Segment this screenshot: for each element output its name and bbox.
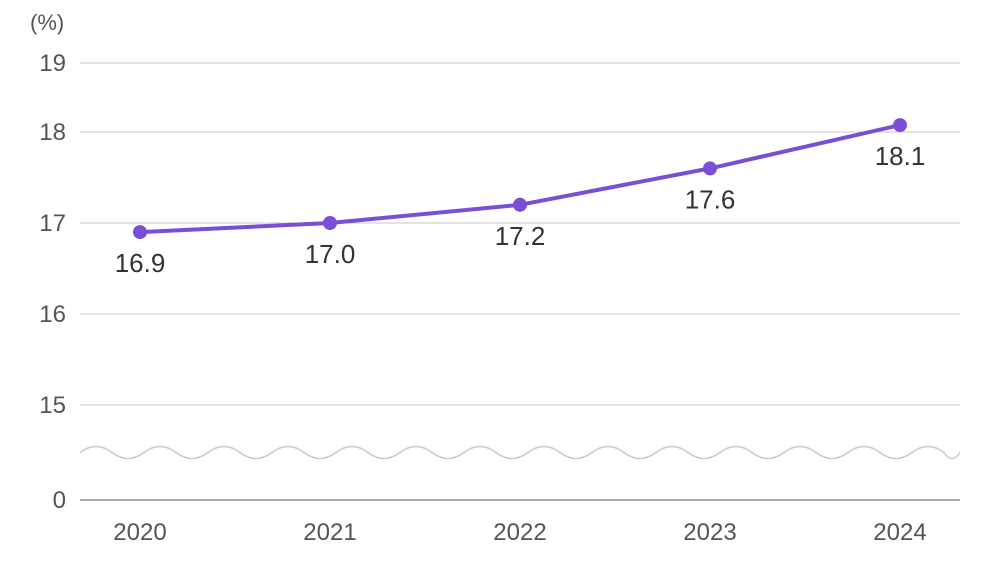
y-tick-label: 16 <box>39 301 66 328</box>
x-tick-label: 2022 <box>493 519 546 546</box>
series-line <box>140 125 900 232</box>
line-chart: (%) 0 15 16 17 18 19 2020 2021 2022 2023 2024 16.9 17… <box>0 0 986 574</box>
y-tick-label: 19 <box>39 50 66 77</box>
data-point <box>893 118 907 132</box>
y-tick-label: 0 <box>53 487 66 514</box>
data-point-label: 17.2 <box>495 221 546 251</box>
x-tick-label: 2020 <box>113 519 166 546</box>
data-point-label: 16.9 <box>115 248 166 278</box>
axis-break-wave <box>80 447 960 459</box>
data-point-label: 17.6 <box>685 184 736 214</box>
y-tick-label: 15 <box>39 392 66 419</box>
y-tick-label: 17 <box>39 210 66 237</box>
x-tick-label: 2024 <box>873 519 926 546</box>
y-unit-label: (%) <box>30 10 64 35</box>
data-point <box>703 161 717 175</box>
data-point <box>133 225 147 239</box>
data-point <box>323 216 337 230</box>
data-point <box>513 198 527 212</box>
data-point-label: 17.0 <box>305 239 356 269</box>
x-tick-label: 2023 <box>683 519 736 546</box>
x-tick-label: 2021 <box>303 519 356 546</box>
data-point-label: 18.1 <box>875 141 926 171</box>
y-tick-label: 18 <box>39 119 66 146</box>
